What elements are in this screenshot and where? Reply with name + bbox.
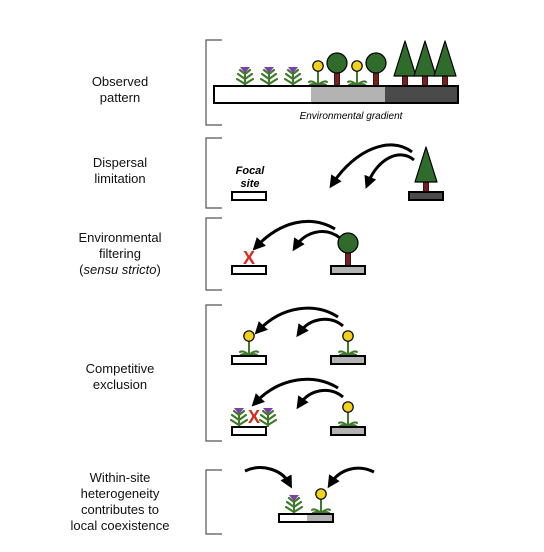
competitive-source-plot-top bbox=[330, 355, 366, 365]
conifer-tree-icon bbox=[414, 146, 438, 193]
exclusion-x-mark: X bbox=[243, 248, 255, 268]
label-observed-pattern: Observed pattern bbox=[91, 74, 149, 105]
fern-plant-icon bbox=[259, 65, 279, 88]
label-within-site-heterogeneity: Within-site heterogeneity contributes to… bbox=[70, 470, 170, 533]
competitive-arrow-short-top bbox=[296, 317, 344, 338]
competitive-focal-plot-bottom bbox=[231, 426, 267, 436]
heterogeneous-site-plot bbox=[278, 513, 334, 523]
label-dispersal-limitation: Dispersal limitation bbox=[92, 155, 148, 186]
round-tree-icon bbox=[337, 232, 359, 267]
competitive-focal-plot-top bbox=[231, 355, 267, 365]
round-tree-icon bbox=[326, 52, 348, 87]
fern-plant-icon bbox=[258, 406, 278, 429]
label-competitive-exclusion: Competitive exclusion bbox=[85, 361, 155, 392]
sunflower-plant-icon bbox=[338, 400, 358, 428]
dispersal-arrow-long bbox=[329, 143, 413, 189]
competitive-source-plot-bottom bbox=[330, 426, 366, 436]
fern-plant-icon bbox=[284, 493, 304, 516]
conifer-tree-icon bbox=[393, 40, 417, 87]
bracket-observed bbox=[205, 39, 222, 126]
competitive-arrow-long-top bbox=[254, 306, 339, 335]
conifer-tree-icon bbox=[413, 40, 437, 87]
fern-plant-icon bbox=[235, 65, 255, 88]
bracket-competitive bbox=[205, 304, 222, 442]
gradient-caption: Environmental gradient bbox=[300, 111, 404, 122]
round-tree-icon bbox=[365, 52, 387, 87]
sunflower-plant-icon bbox=[347, 59, 367, 87]
dark-site-plot bbox=[408, 191, 444, 201]
filtering-focal-plot bbox=[231, 265, 267, 275]
fern-plant-icon bbox=[283, 65, 303, 88]
environmental-gradient-bar bbox=[213, 85, 459, 104]
focal-site-label-line1: Focal bbox=[236, 165, 266, 177]
filtering-arrow-long bbox=[252, 220, 336, 251]
observed-pattern-plants bbox=[235, 40, 457, 88]
within-arrow-right bbox=[327, 466, 375, 489]
bracket-within bbox=[205, 469, 222, 535]
focal-site-plot bbox=[231, 191, 267, 201]
bracket-dispersal bbox=[205, 137, 222, 209]
bracket-filtering bbox=[205, 217, 222, 291]
filtering-arrow-short bbox=[292, 230, 341, 252]
fern-plant-icon bbox=[229, 406, 249, 429]
competitive-arrow-short-bottom bbox=[296, 388, 344, 410]
focal-site-label-line2: site bbox=[241, 178, 260, 190]
exclusion-x-mark: X bbox=[248, 407, 260, 427]
within-arrow-left bbox=[244, 466, 292, 489]
competitive-arrow-long-bottom bbox=[251, 377, 339, 407]
dispersal-arrow-short bbox=[364, 153, 415, 189]
sunflower-plant-icon bbox=[311, 487, 331, 515]
sunflower-plant-icon bbox=[338, 329, 358, 357]
sunflower-plant-icon bbox=[239, 329, 259, 357]
conifer-tree-icon bbox=[433, 40, 457, 87]
sunflower-plant-icon bbox=[308, 59, 328, 87]
label-environmental-filtering: Environmental filtering (sensu stricto) bbox=[78, 230, 162, 277]
filtering-source-plot bbox=[330, 265, 366, 275]
